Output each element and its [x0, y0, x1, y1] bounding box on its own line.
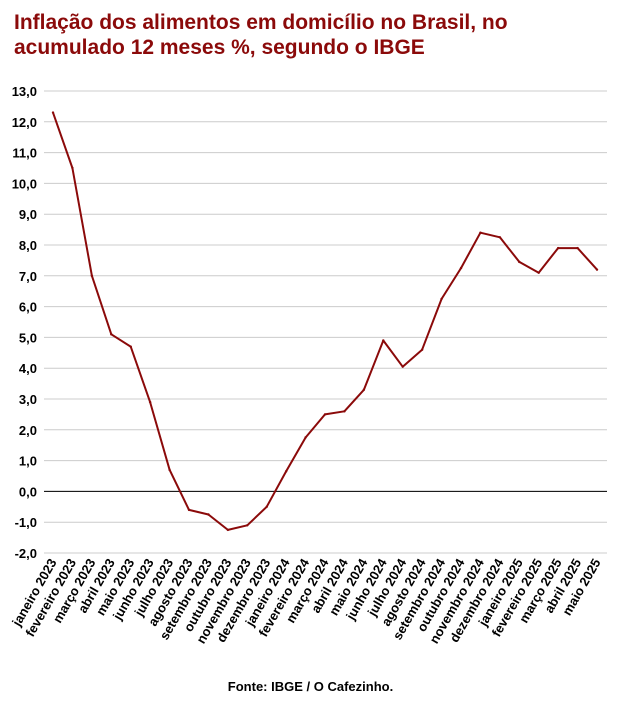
y-tick-label: 2,0	[19, 423, 37, 438]
data-point	[420, 348, 424, 351]
data-point	[595, 268, 599, 271]
y-tick-label: 13,0	[12, 84, 37, 99]
y-tick-label: 11,0	[12, 146, 37, 161]
data-point	[71, 166, 74, 170]
data-point	[110, 333, 113, 336]
y-tick-label: 8,0	[19, 238, 37, 253]
data-point	[284, 470, 288, 473]
y-axis-labels: 13,0 12,0 11,0 10,0 9,0 8,0 7,0 6,0 5,0 4,0 3,0 2,0…	[12, 84, 37, 561]
data-point	[246, 524, 249, 527]
data-point	[440, 297, 443, 301]
data-point	[498, 236, 502, 239]
y-tick-label: 3,0	[19, 392, 37, 407]
data-point	[518, 260, 521, 264]
data-point	[479, 231, 482, 234]
data-point	[265, 505, 268, 508]
inflation-line	[52, 112, 598, 531]
data-point	[362, 388, 366, 391]
y-tick-label: 4,0	[19, 361, 37, 376]
data-point	[226, 528, 230, 532]
data-point	[51, 111, 55, 114]
data-point	[343, 410, 346, 413]
data-point	[90, 274, 94, 277]
data-point	[556, 246, 560, 250]
source-note: Fonte: IBGE / O Cafezinho.	[227, 679, 394, 694]
data-point	[168, 468, 171, 472]
y-tick-label: 10,0	[12, 176, 37, 191]
y-tick-label: 6,0	[19, 300, 37, 315]
chart-title: Inflação dos alimentos em domicílio no B…	[14, 11, 508, 59]
data-point	[323, 413, 327, 416]
data-point	[148, 400, 152, 404]
y-tick-label: -1,0	[15, 515, 37, 530]
data-point	[207, 513, 210, 516]
data-point	[187, 508, 191, 512]
data-point	[401, 365, 404, 368]
y-tick-label: 0,0	[19, 484, 37, 499]
data-point	[459, 266, 463, 270]
y-tick-label: 1,0	[19, 454, 37, 469]
data-point	[537, 271, 540, 274]
series-line	[51, 111, 599, 532]
data-point	[576, 246, 579, 250]
y-tick-label: 7,0	[19, 269, 37, 284]
data-point	[129, 345, 132, 348]
y-tick-label: -2,0	[15, 546, 37, 561]
data-point	[304, 436, 307, 439]
data-point	[382, 339, 385, 342]
y-tick-label: 12,0	[12, 115, 37, 130]
y-tick-label: 5,0	[19, 330, 37, 345]
grid-lines	[44, 90, 607, 554]
y-tick-label: 9,0	[19, 207, 37, 222]
